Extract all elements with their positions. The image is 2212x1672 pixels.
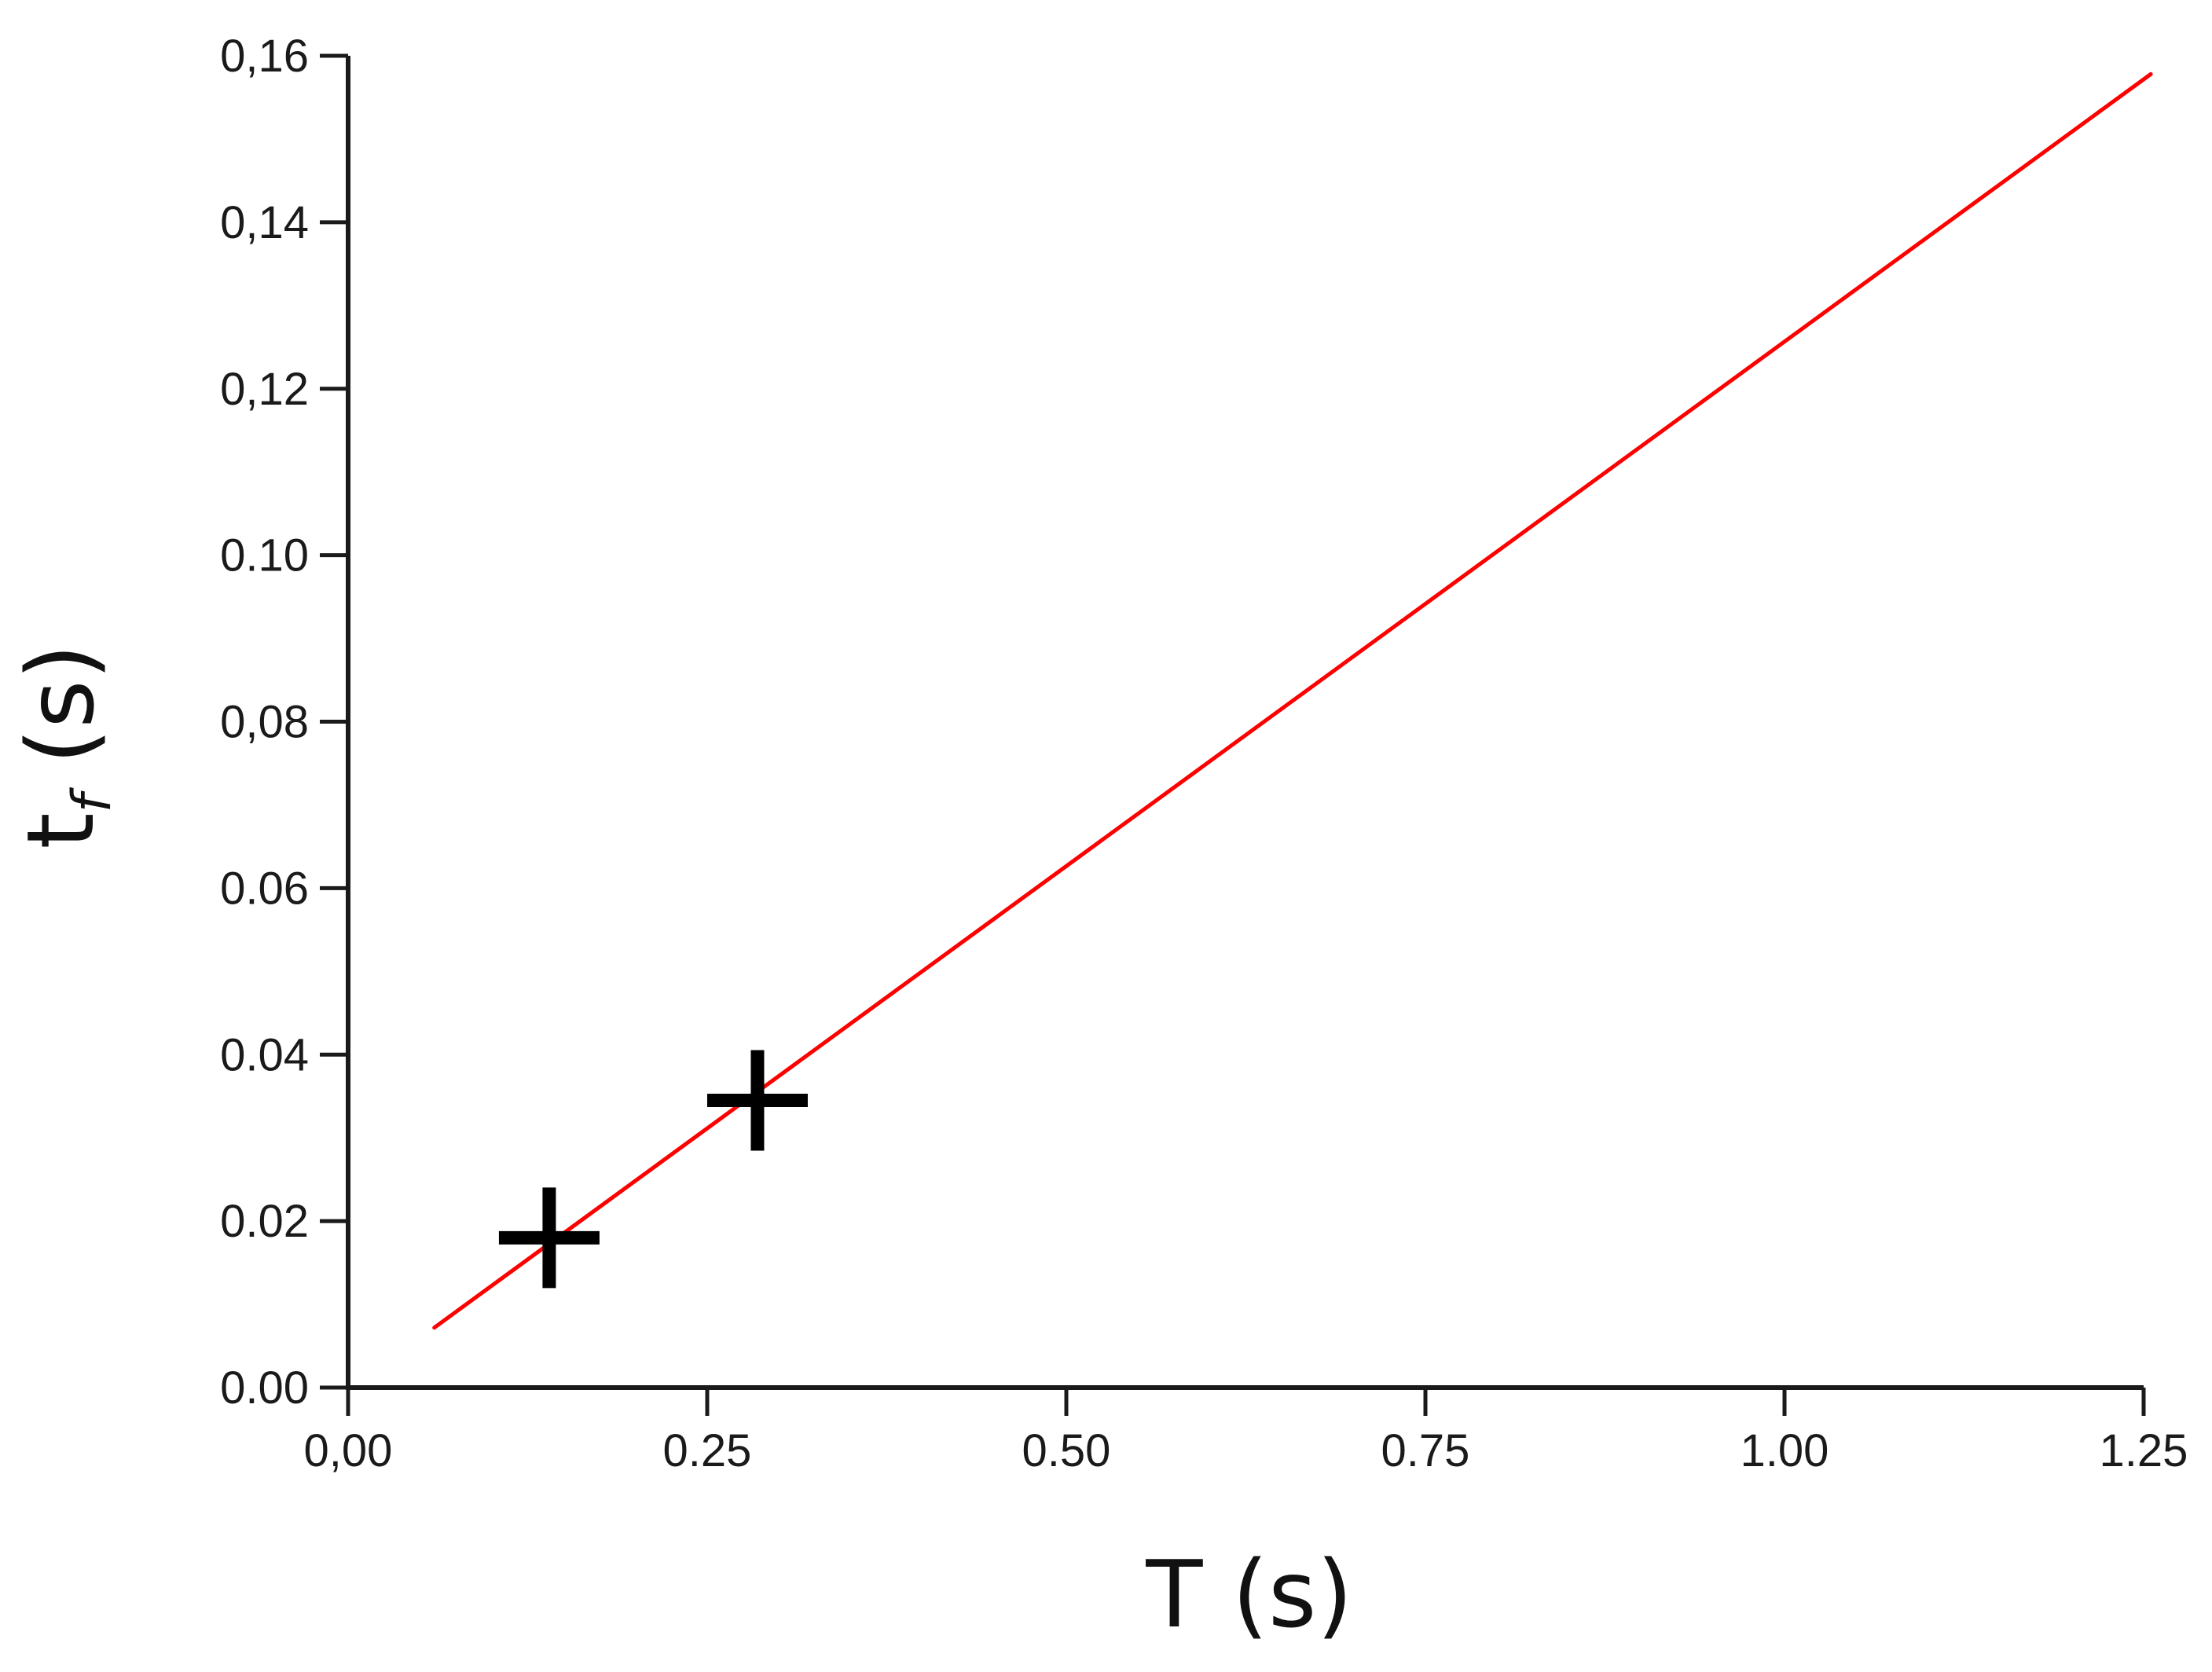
data-point-marker — [498, 1187, 600, 1289]
data-point-marker — [706, 1050, 808, 1151]
y-tick-label: 0.06 — [220, 863, 309, 914]
x-tick-label: 0.25 — [663, 1425, 752, 1476]
y-axis-title-main: t — [6, 812, 115, 849]
axes — [346, 56, 2144, 1390]
y-tick-label: 0,16 — [220, 31, 309, 82]
x-tick-label: 1.25 — [2100, 1425, 2188, 1476]
series — [432, 72, 2153, 1330]
x-axis-title: T (s) — [1145, 1540, 1352, 1648]
y-axis-title: tf (s) — [6, 644, 123, 849]
y-tick-label: 0,14 — [220, 197, 309, 248]
y-tick-label: 0,12 — [220, 364, 309, 415]
y-axis-title-unit: (s) — [6, 644, 115, 794]
y-tick-label: 0,08 — [220, 697, 309, 748]
y-tick-label: 0.10 — [220, 530, 309, 581]
x-tick-label: 0,00 — [304, 1425, 393, 1476]
x-tick-label: 0.50 — [1022, 1425, 1111, 1476]
svg-text:tf (s): tf (s) — [6, 644, 123, 849]
y-tick-label: 0.02 — [220, 1196, 309, 1247]
x-tick-label: 1.00 — [1741, 1425, 1829, 1476]
y-tick-label: 0.00 — [220, 1362, 309, 1414]
x-tick-label: 0.75 — [1381, 1425, 1470, 1476]
y-ticks: 0.00 0.02 0.04 0.06 0,08 0.10 0,12 0,14 0,16 — [220, 31, 348, 1414]
fit-line — [432, 72, 2153, 1330]
y-tick-label: 0.04 — [220, 1029, 309, 1080]
x-ticks: 0,00 0.25 0.50 0.75 1.00 1.25 — [304, 1388, 2188, 1476]
